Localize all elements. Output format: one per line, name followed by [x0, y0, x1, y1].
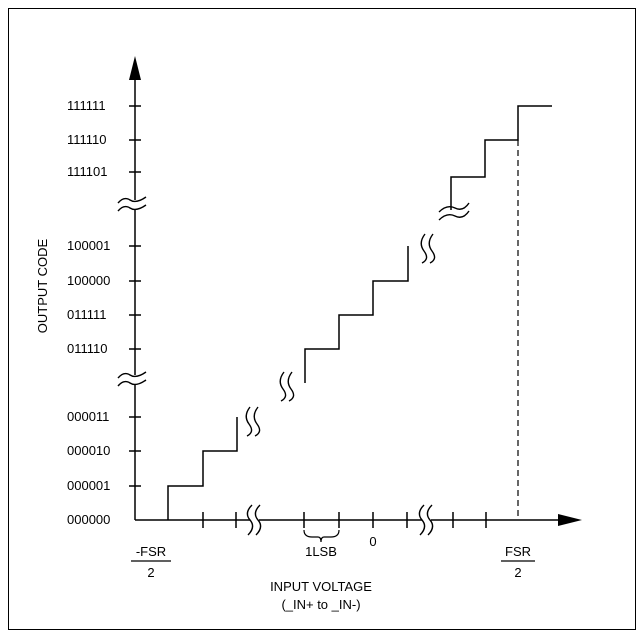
- y-ticks: [129, 105, 141, 487]
- staircase-breaks: [245, 202, 470, 437]
- x-ticks: [202, 512, 487, 528]
- x-axis-break-left: [246, 504, 262, 536]
- x-axis-title-line2: (_IN+ to _IN-): [281, 597, 360, 612]
- y-code-labels: 000000 000001 000010 000011 011110 01111…: [67, 98, 110, 527]
- x-axis-title-line1: INPUT VOLTAGE: [270, 579, 372, 594]
- x-axis-arrowhead: [558, 514, 582, 526]
- y-label-111111: 111111: [67, 98, 106, 113]
- y-label-000011: 000011: [67, 409, 109, 424]
- y-label-100001: 100001: [67, 238, 110, 253]
- y-label-111101: 111101: [67, 164, 108, 179]
- lsb-brace: [303, 529, 340, 543]
- figure-frame: [8, 8, 636, 630]
- step-segment-low: [167, 417, 238, 520]
- staircase: [167, 105, 552, 520]
- x-label-pos-fsr-num: FSR: [505, 544, 531, 559]
- y-label-011110: 011110: [67, 341, 108, 356]
- x-label-pos-fsr-den: 2: [514, 565, 521, 580]
- x-axis-break-right: [418, 504, 434, 536]
- step-segment-high: [450, 105, 552, 210]
- y-label-000001: 000001: [67, 478, 110, 493]
- y-label-011111: 011111: [67, 307, 107, 322]
- x-label-zero: 0: [369, 534, 376, 549]
- y-label-100000: 100000: [67, 273, 110, 288]
- y-axis-break-lower: [117, 371, 148, 387]
- y-label-111110: 111110: [67, 132, 107, 147]
- step-segment-mid: [304, 246, 409, 383]
- y-axis-arrowhead: [129, 56, 141, 80]
- x-label-neg-fsr-den: 2: [147, 565, 154, 580]
- y-axis-break-upper: [117, 196, 148, 212]
- y-label-000010: 000010: [67, 443, 110, 458]
- y-label-000000: 000000: [67, 512, 110, 527]
- x-label-neg-fsr-num: -FSR: [136, 544, 166, 559]
- x-label-1lsb: 1LSB: [305, 544, 337, 559]
- y-axis-title: OUTPUT CODE: [35, 238, 50, 333]
